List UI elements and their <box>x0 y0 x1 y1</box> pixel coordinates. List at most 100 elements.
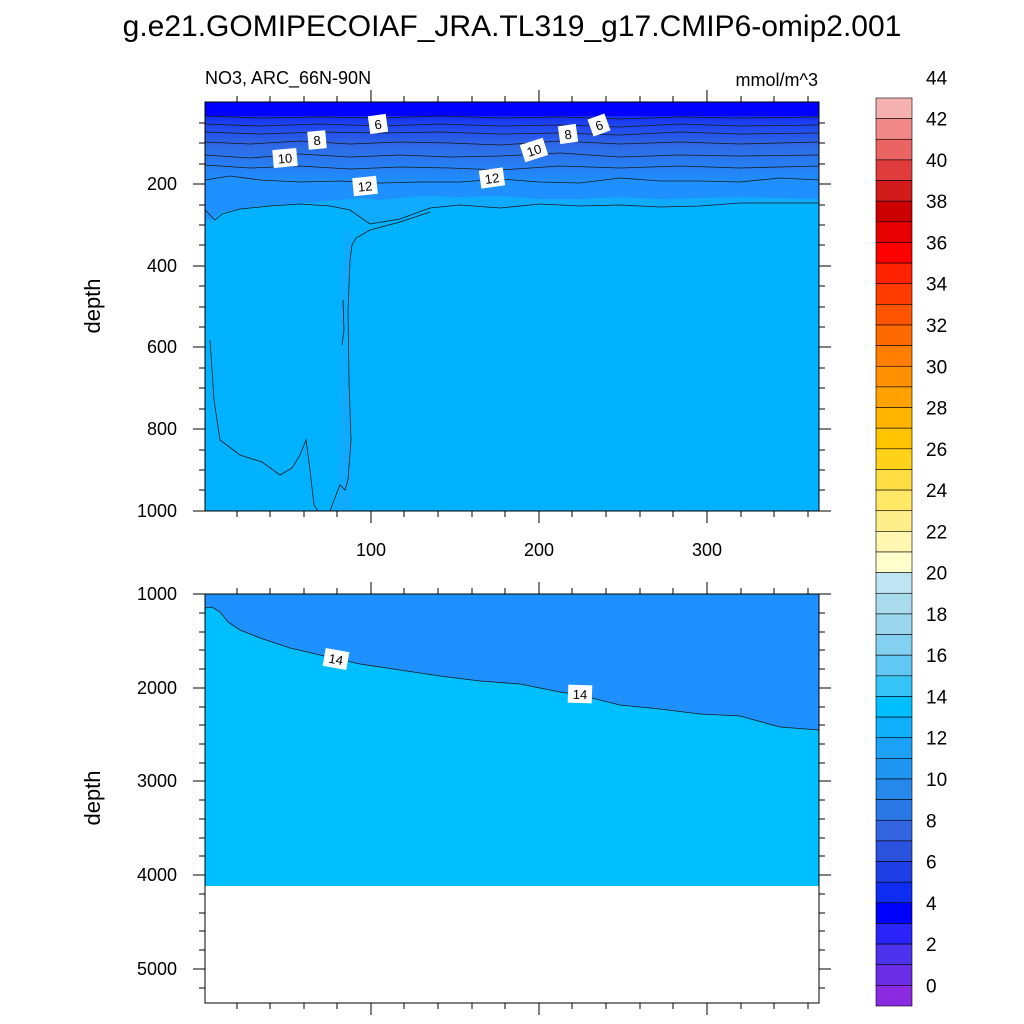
contour-label: 14 <box>572 687 587 702</box>
colorbar-box <box>875 654 913 677</box>
colorbar-box <box>875 572 913 594</box>
colorbar-label: 4 <box>926 894 937 915</box>
colorbar-label: 16 <box>926 646 947 667</box>
units-label: mmol/m^3 <box>736 70 818 90</box>
colorbar-box <box>875 985 913 1007</box>
upper-fill-surface <box>205 102 819 116</box>
lower-y-axis-label: depth <box>80 770 105 825</box>
y-tick-label: 5000 <box>137 959 177 979</box>
colorbar-label: 38 <box>926 192 947 213</box>
colorbar-label: 12 <box>926 729 947 750</box>
contour-label: 10 <box>525 141 543 160</box>
colorbar-box <box>875 778 913 800</box>
colorbar-label: 6 <box>926 853 937 874</box>
y-tick-label: 4000 <box>137 865 177 885</box>
upper-y-axis-label: depth <box>80 278 105 333</box>
contour-label: 6 <box>373 117 382 133</box>
x-tick-label: 100 <box>356 540 386 560</box>
contour-label: 12 <box>357 178 373 194</box>
y-tick-label: 2000 <box>137 678 177 698</box>
colorbar-box <box>875 716 913 739</box>
colorbar-box <box>875 840 913 862</box>
colorbar-box <box>875 448 913 470</box>
contour-line <box>204 123 820 128</box>
colorbar-box <box>875 97 913 119</box>
colorbar-box <box>875 489 913 512</box>
colorbar-box <box>875 427 913 450</box>
chart-title: g.e21.GOMIPECOIAF_JRA.TL319_g17.CMIP6-om… <box>123 10 902 43</box>
colorbar-box <box>875 758 913 780</box>
colorbar-box <box>875 737 913 759</box>
lower-contour-labels: 14 14 <box>322 648 593 704</box>
lower-y-axis <box>193 593 831 989</box>
contour-label: 12 <box>484 170 500 187</box>
colorbar-box <box>875 510 913 532</box>
y-tick-label: 1000 <box>137 584 177 604</box>
colorbar-box <box>875 613 913 635</box>
colorbar-box <box>875 283 913 305</box>
upper-panel: 6 8 10 12 6 8 10 12 <box>204 101 820 512</box>
colorbar-box <box>875 943 913 966</box>
colorbar-box <box>875 902 913 924</box>
colorbar-box <box>875 262 913 285</box>
colorbar-box <box>875 118 913 140</box>
contour-line <box>204 202 819 225</box>
contour-label: 6 <box>593 117 605 134</box>
lower-fill-shallow <box>205 594 819 730</box>
upper-x-axis <box>236 90 809 523</box>
colorbar-label: 14 <box>926 687 948 708</box>
contour-line <box>341 299 345 346</box>
colorbar-label: 40 <box>926 151 947 172</box>
colorbar-label: 32 <box>926 316 947 337</box>
colorbar-box <box>875 221 913 243</box>
contour-label: 8 <box>313 133 322 149</box>
colorbar-box <box>875 469 913 491</box>
colorbar-label: 20 <box>926 564 947 585</box>
lower-panel: 14 14 <box>204 593 820 1004</box>
contour-label: 8 <box>563 127 572 143</box>
colorbar-label: 42 <box>926 110 947 131</box>
contour-line <box>204 115 820 120</box>
contour-label: 14 <box>327 651 344 668</box>
colorbar-box <box>875 861 913 883</box>
contour-line <box>209 339 319 512</box>
colorbar-box <box>875 159 913 181</box>
colorbar-label: 34 <box>926 275 948 296</box>
colorbar-label: 28 <box>926 399 947 420</box>
colorbar-box <box>875 180 913 202</box>
colorbar-box <box>875 592 913 615</box>
colorbar-label: 24 <box>926 481 948 502</box>
colorbar-label: 0 <box>926 976 937 997</box>
y-tick-label: 400 <box>147 256 177 276</box>
colorbar-box <box>875 407 913 429</box>
colorbar-box <box>875 923 913 945</box>
colorbar-label: 36 <box>926 233 947 254</box>
colorbar-box <box>875 675 913 697</box>
y-tick-label: 1000 <box>137 501 177 521</box>
y-tick-label: 3000 <box>137 771 177 791</box>
upper-tick-labels: 200 400 600 800 1000 100 200 300 <box>137 174 722 560</box>
y-tick-label: 800 <box>147 419 177 439</box>
colorbar: 0246810121416182022242628303234363840424… <box>875 68 948 1007</box>
y-tick-label: 600 <box>147 337 177 357</box>
colorbar-box <box>875 531 913 553</box>
colorbar-box <box>875 799 913 821</box>
colorbar-box <box>875 242 913 264</box>
colorbar-label: 44 <box>926 68 948 89</box>
contour-line <box>204 606 820 731</box>
colorbar-label: 18 <box>926 605 947 626</box>
upper-y-axis <box>193 122 831 512</box>
colorbar-box <box>875 365 913 388</box>
colorbar-label: 22 <box>926 522 947 543</box>
x-tick-label: 300 <box>692 540 722 560</box>
colorbar-box <box>875 345 913 367</box>
lower-tick-labels: 1000 2000 3000 4000 5000 <box>137 584 177 979</box>
colorbar-box <box>875 819 913 842</box>
colorbar-label: 10 <box>926 770 947 791</box>
colorbar-box <box>875 386 913 408</box>
contour-label: 10 <box>277 150 293 166</box>
colorbar-box <box>875 138 913 161</box>
contour-line <box>329 211 431 512</box>
colorbar-box <box>875 324 913 346</box>
